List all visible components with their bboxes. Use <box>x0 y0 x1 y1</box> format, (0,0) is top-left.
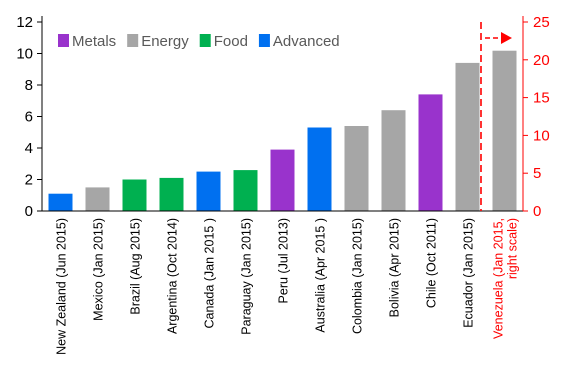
right-tick-label: 25 <box>533 14 550 31</box>
legend-label: Energy <box>141 33 189 50</box>
x-tick-label: New Zealand (Jun 2015) <box>55 218 69 355</box>
bar <box>344 126 369 211</box>
legend-label: Metals <box>72 33 116 50</box>
legend-swatch <box>127 34 139 47</box>
legend-swatch <box>58 34 69 47</box>
left-tick-label: 0 <box>25 203 33 220</box>
legend-swatch <box>199 34 211 47</box>
x-tick-label: Australia (Apr 2015 ) <box>314 218 328 333</box>
bar <box>85 187 110 211</box>
bar <box>233 170 258 211</box>
bar <box>122 179 147 211</box>
right-scale-arrow-head <box>501 32 512 44</box>
left-tick-label: 6 <box>25 109 33 126</box>
bar <box>455 62 480 212</box>
x-tick-label: Argentina (Oct 2014) <box>166 218 180 334</box>
left-tick-label: 4 <box>25 140 33 157</box>
bar <box>381 110 406 211</box>
left-tick-label: 8 <box>25 77 33 94</box>
left-tick-label: 12 <box>16 14 33 31</box>
x-tick-label: Peru (Jul 2013) <box>277 218 291 303</box>
right-tick-label: 20 <box>533 52 550 69</box>
x-tick-label: Colombia (Jan 2015) <box>351 218 365 334</box>
bar <box>159 177 184 211</box>
x-tick-label: Mexico (Jan 2015) <box>92 218 106 321</box>
legend: Metals Energy Food Advanced <box>58 33 340 50</box>
x-tick-label: Chile (Oct 2011) <box>425 218 439 308</box>
right-scale-marker <box>480 22 512 211</box>
bar <box>418 94 443 211</box>
x-tick-label: Venezuela (Jan 2015, <box>492 218 506 339</box>
right-tick-label: 0 <box>533 203 541 220</box>
bar <box>492 50 517 212</box>
x-axis-labels: New Zealand (Jun 2015) Mexico (Jan 2015) B… <box>55 218 520 355</box>
legend-swatch <box>258 34 270 47</box>
right-axis-ticks: 0 5 10 15 20 25 <box>523 14 550 220</box>
legend-label: Advanced <box>273 33 340 50</box>
left-tick-label: 10 <box>16 46 33 63</box>
bars <box>48 50 517 212</box>
x-tick-label: Bolivia (Apr 2015) <box>388 218 402 317</box>
bar <box>270 149 295 211</box>
axes <box>41 16 524 212</box>
x-tick-label: Brazil (Aug 2015) <box>129 218 143 315</box>
bar <box>48 193 73 211</box>
x-tick-label: right scale) <box>506 218 520 279</box>
left-axis-ticks: 0 2 4 6 8 10 12 <box>16 14 42 220</box>
x-tick-label: Ecuador (Jan 2015) <box>462 218 476 328</box>
x-tick-label: Paraguay (Jan 2015) <box>240 218 254 335</box>
bar <box>196 171 221 211</box>
right-tick-label: 10 <box>533 127 550 144</box>
right-tick-label: 15 <box>533 90 550 107</box>
right-tick-label: 5 <box>533 165 541 182</box>
left-tick-label: 2 <box>25 172 33 189</box>
bar <box>307 127 332 211</box>
x-tick-label: Canada (Jan 2015 ) <box>203 218 217 329</box>
legend-label: Food <box>214 33 248 50</box>
